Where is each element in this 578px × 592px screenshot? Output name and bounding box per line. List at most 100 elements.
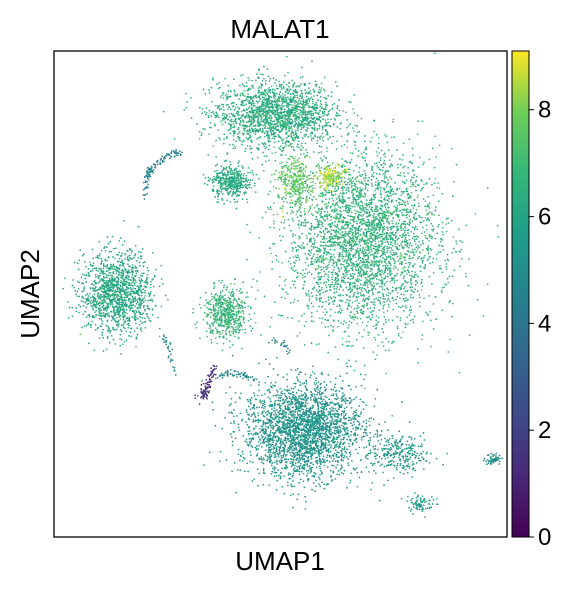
scatter-point [332,330,334,333]
scatter-point [262,143,265,146]
scatter-point [294,131,297,134]
scatter-point [295,269,297,272]
scatter-point [381,231,384,234]
scatter-point [368,205,371,208]
scatter-point [325,133,328,136]
scatter-point [272,94,275,97]
scatter-point [384,271,386,274]
scatter-point [212,145,215,147]
scatter-point [377,222,379,225]
scatter-point [261,127,264,130]
scatter-point [378,291,381,293]
scatter-point [234,94,237,97]
scatter-point [282,81,285,84]
scatter-point [438,223,440,226]
scatter-point [326,133,329,136]
scatter-point [299,94,302,96]
scatter-point [430,212,433,214]
scatter-point [373,255,376,257]
scatter-point [220,108,223,110]
scatter-point [415,250,418,253]
scatter-point [312,88,315,91]
scatter-point [233,132,236,135]
scatter-point [248,102,250,104]
scatter-point [330,95,333,98]
scatter-point [353,369,356,372]
scatter-point [371,250,373,252]
scatter-point [310,114,313,116]
scatter-point [328,263,330,266]
scatter-point [279,126,282,128]
scatter-point [402,222,405,225]
scatter-point [241,132,244,134]
scatter-point [297,118,300,120]
scatter-point [365,232,368,235]
scatter-point [448,275,451,278]
scatter-point [228,113,231,115]
scatter-point [369,140,372,143]
scatter-point [370,198,373,201]
scatter-point [341,231,344,234]
scatter-point [431,261,434,263]
scatter-point [292,98,295,101]
scatter-point [319,102,322,105]
scatter-point [390,253,393,256]
scatter-point [269,121,272,124]
scatter-point [302,221,305,224]
scatter-point [257,76,259,79]
scatter-point [268,137,271,140]
scatter-point [351,182,353,185]
scatter-point [308,241,311,243]
scatter-point [330,91,333,94]
scatter-point [318,136,321,139]
scatter-point [316,223,319,226]
scatter-point [311,121,314,124]
scatter-point [357,275,359,278]
scatter-point [289,100,292,102]
scatter-point [386,210,388,213]
scatter-point [242,73,244,76]
scatter-point [320,87,323,89]
scatter-point [293,82,296,84]
scatter-point [338,254,341,256]
scatter-point [246,111,249,114]
scatter-point [262,109,265,112]
scatter-point [334,81,337,83]
scatter-point [350,345,352,348]
scatter-point [256,280,258,282]
scatter-point [337,325,339,328]
scatter-point [406,316,408,319]
scatter-point [309,97,312,100]
scatter-point [331,273,334,276]
scatter-point [310,137,313,140]
scatter-point [447,222,450,224]
scatter-point [390,136,393,139]
scatter-point [343,165,346,168]
scatter-point [428,158,431,161]
scatter-point [358,287,361,290]
scatter-point [293,149,295,151]
scatter-point [267,140,270,143]
scatter-point [345,210,348,213]
scatter-point [258,130,261,132]
scatter-point [404,227,407,229]
scatter-point [319,137,321,140]
scatter-point [418,246,421,249]
scatter-point [389,243,392,246]
scatter-point [321,159,323,161]
scatter-point [378,152,380,154]
scatter-point [407,232,409,234]
scatter-point [364,387,366,390]
scatter-point [357,218,360,221]
scatter-point [413,238,416,241]
scatter-point [327,112,330,115]
scatter-point [315,296,317,299]
scatter-point [217,106,219,109]
scatter-point [441,271,444,274]
scatter-point [287,71,289,74]
scatter-point [318,297,321,300]
scatter-point [263,118,266,121]
scatter-point [437,182,439,185]
scatter-point [417,202,420,205]
scatter-point [396,327,399,330]
